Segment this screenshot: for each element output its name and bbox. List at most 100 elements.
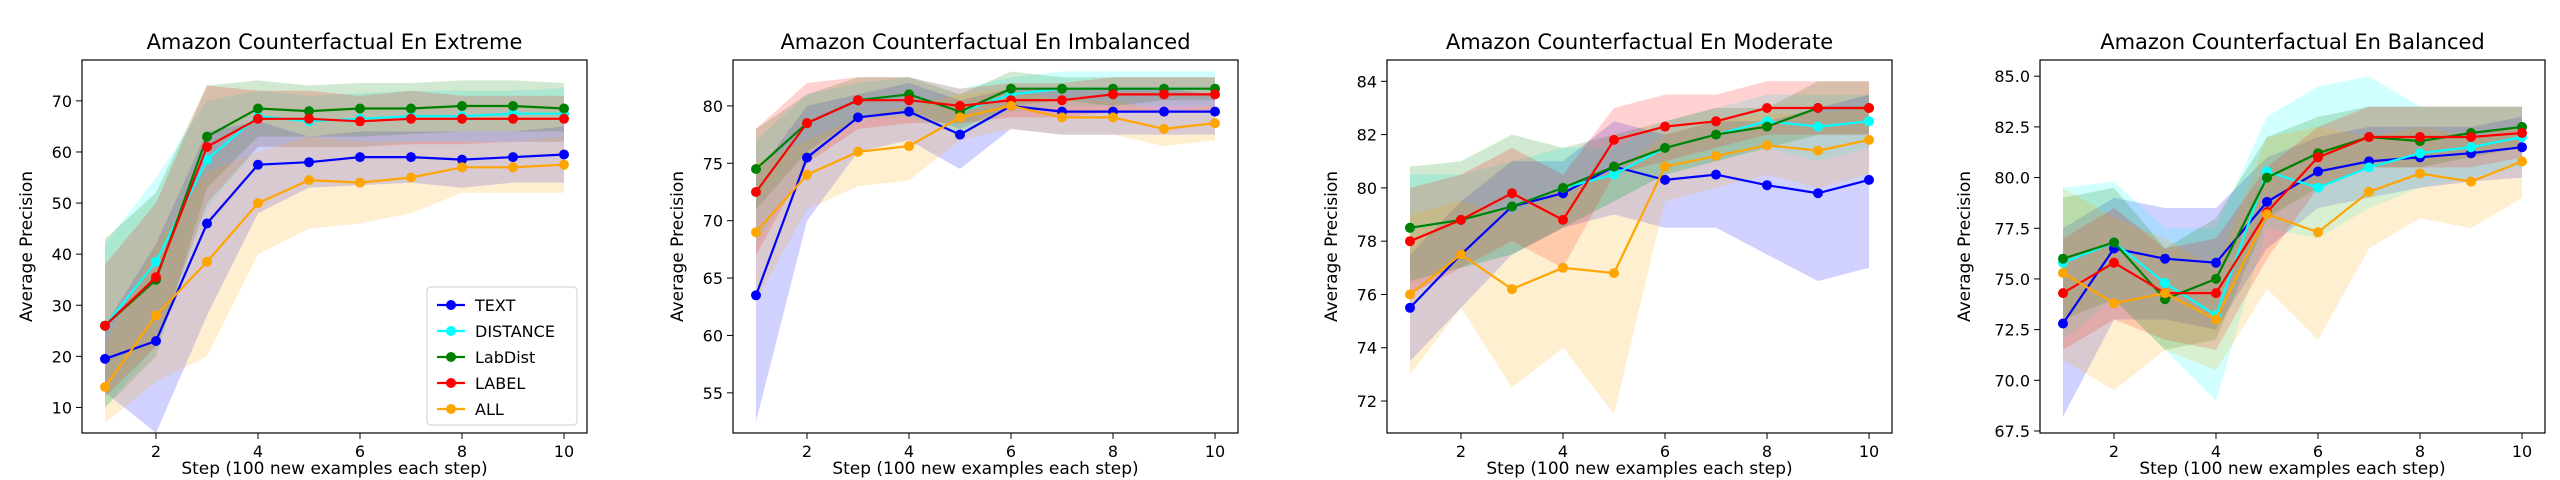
- legend-label-labdist: LabDist: [475, 348, 535, 367]
- x-tick-label: 4: [2211, 442, 2221, 461]
- series-line-all: [1409, 138, 1870, 296]
- data-point-labdist: [1609, 161, 1619, 172]
- data-point-text: [406, 152, 416, 163]
- data-point-all: [1864, 134, 1874, 145]
- data-point-labdist: [508, 101, 518, 111]
- data-point-text: [355, 152, 365, 163]
- data-point-distance: [151, 256, 161, 267]
- data-point-all: [508, 162, 518, 173]
- x-tick-label: 8: [457, 442, 467, 461]
- y-tick-label: 78: [1357, 232, 1377, 251]
- data-point-text: [100, 353, 110, 364]
- data-point-label: [1609, 134, 1619, 145]
- y-tick-label: 60: [52, 143, 72, 162]
- data-point-distance: [2466, 142, 2476, 153]
- x-tick-label: 6: [355, 442, 365, 461]
- x-tick-label: 6: [2313, 442, 2323, 461]
- y-tick-label: 76: [1357, 285, 1377, 304]
- data-point-all: [202, 256, 212, 267]
- data-point-text: [1762, 180, 1772, 191]
- x-tick-label: 2: [151, 442, 161, 461]
- data-point-text: [1210, 106, 1220, 117]
- y-tick-label: 75: [703, 154, 723, 173]
- data-point-text: [457, 154, 467, 165]
- data-point-distance: [1609, 169, 1619, 180]
- confidence-band-text: [105, 121, 564, 434]
- series-line-distance: [2062, 135, 2523, 318]
- x-tick-label: 6: [1660, 442, 1670, 461]
- confidence-band-distance: [105, 88, 564, 408]
- data-point-labdist: [355, 103, 365, 114]
- data-point-label: [508, 113, 518, 124]
- data-point-all: [1660, 161, 1670, 172]
- plot-frame: [2039, 59, 2546, 434]
- x-tick-label: 10: [554, 442, 574, 461]
- x-tick-label: 8: [1108, 442, 1118, 461]
- data-point-all: [2109, 298, 2119, 309]
- x-axis-label: Step (100 new examples each step): [2139, 459, 2445, 479]
- x-tick-label: 4: [1558, 442, 1568, 461]
- y-tick-label: 50: [52, 194, 72, 213]
- series-line-label: [104, 117, 564, 327]
- legend-label-label: LABEL: [475, 374, 525, 393]
- confidence-band-all: [756, 88, 1215, 301]
- data-point-text: [802, 152, 812, 163]
- x-tick-label: 2: [802, 442, 812, 461]
- series-line-label: [2062, 131, 2523, 295]
- series-line-all: [2062, 160, 2523, 321]
- data-point-all: [1507, 284, 1517, 295]
- data-point-text: [508, 152, 518, 163]
- data-point-all: [2415, 168, 2425, 179]
- chart-title: Amazon Counterfactual En Extreme: [147, 30, 523, 54]
- data-point-label: [406, 113, 416, 124]
- data-point-text: [304, 157, 314, 168]
- chart-title: Amazon Counterfactual En Moderate: [1446, 30, 1833, 54]
- data-point-label: [1864, 103, 1874, 113]
- data-point-label: [2058, 288, 2068, 299]
- y-tick-label: 82.5: [1994, 118, 2030, 137]
- confidence-band-labdist: [105, 80, 564, 408]
- data-point-all: [2262, 209, 2272, 220]
- plot-frame: [1386, 59, 1893, 434]
- data-point-labdist: [559, 103, 569, 114]
- data-point-all: [100, 382, 110, 392]
- x-tick-label: 8: [2415, 442, 2425, 461]
- confidence-band-distance: [1410, 94, 1869, 282]
- data-point-label: [853, 95, 863, 106]
- x-tick-label: 2: [1456, 442, 1466, 461]
- data-point-label: [1711, 116, 1721, 127]
- data-point-labdist: [202, 131, 212, 142]
- data-point-all: [853, 146, 863, 157]
- y-tick-label: 70: [703, 212, 723, 231]
- y-tick-label: 80.0: [1994, 169, 2030, 188]
- x-tick-label: 10: [1205, 442, 1225, 461]
- data-point-text: [559, 149, 569, 160]
- legend-label-distance: DISTANCE: [475, 322, 555, 341]
- y-tick-label: 70.0: [1994, 371, 2030, 390]
- x-tick-label: 10: [1859, 442, 1879, 461]
- y-axis-label: Average Precision: [668, 171, 688, 322]
- chart-panel-4: Amazon Counterfactual En Balanced 2 4 6 8 10 6…: [1955, 30, 2546, 479]
- data-point-text: [751, 290, 761, 301]
- confidence-band-all: [1410, 108, 1869, 415]
- data-point-label: [202, 141, 212, 152]
- y-tick-label: 55: [703, 384, 723, 403]
- data-point-distance: [1813, 121, 1823, 132]
- y-axis-label: Average Precision: [17, 171, 37, 322]
- data-point-label: [2109, 257, 2119, 268]
- confidence-band-labdist: [756, 71, 1215, 210]
- y-tick-label: 75.0: [1994, 270, 2030, 289]
- data-point-all: [559, 159, 569, 170]
- series-line-labdist: [1409, 106, 1869, 229]
- confidence-band-text: [1410, 94, 1869, 362]
- confidence-band-labdist: [2063, 106, 2522, 350]
- data-point-all: [2517, 156, 2527, 167]
- data-point-label: [1456, 214, 1466, 225]
- y-tick-label: 82: [1357, 126, 1377, 145]
- plot-frame: [81, 59, 588, 434]
- data-point-labdist: [1762, 121, 1772, 132]
- data-point-labdist: [1711, 129, 1721, 140]
- series-line-labdist: [104, 104, 565, 327]
- data-point-labdist: [1057, 83, 1067, 94]
